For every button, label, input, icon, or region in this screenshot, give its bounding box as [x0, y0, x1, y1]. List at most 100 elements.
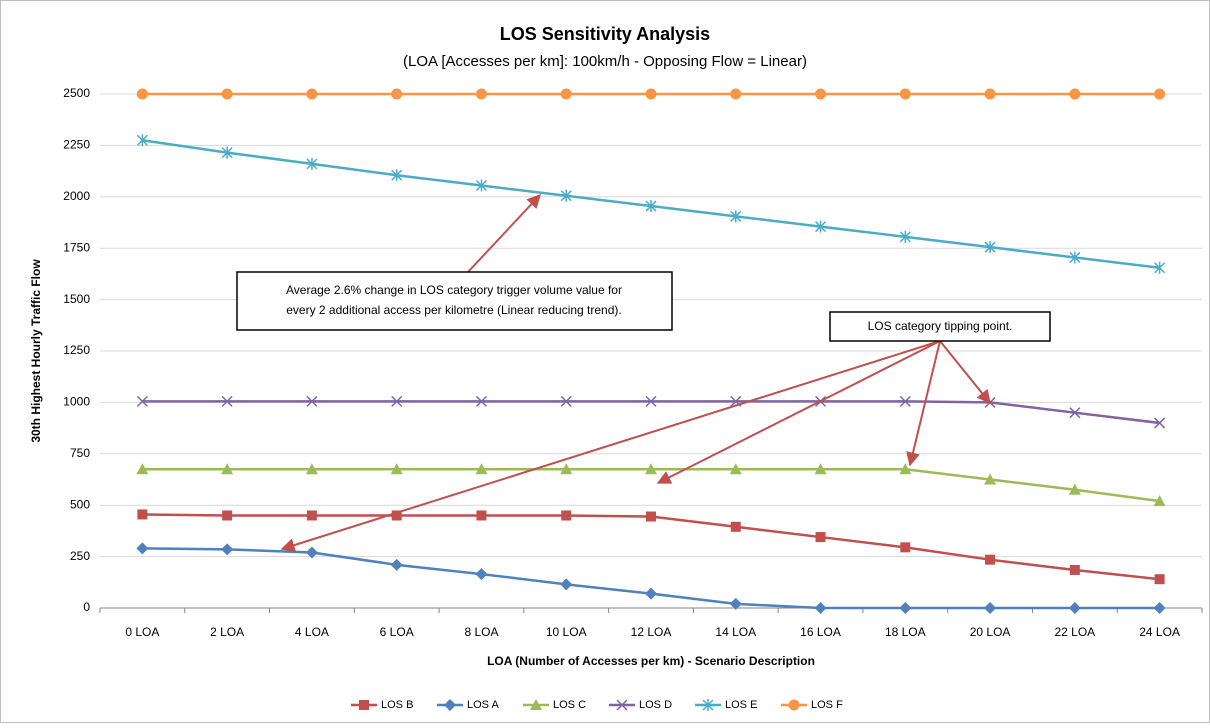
y-tick-label: 750: [70, 446, 90, 460]
marker: [645, 463, 657, 475]
marker: [900, 542, 911, 553]
chart-title: LOS Sensitivity Analysis: [500, 24, 710, 44]
marker: [985, 554, 996, 565]
y-tick-label: 1250: [63, 343, 90, 357]
marker: [730, 521, 741, 532]
marker: [390, 463, 403, 475]
marker: [1068, 602, 1081, 614]
marker: [476, 510, 487, 521]
marker: [306, 510, 317, 521]
marker: [560, 189, 572, 202]
marker: [530, 699, 542, 710]
annotation-box: [236, 271, 673, 331]
marker: [221, 463, 234, 475]
marker: [1154, 574, 1165, 585]
marker: [1069, 407, 1081, 419]
x-tick-label: 0 LOA: [125, 625, 159, 639]
marker: [560, 88, 572, 100]
x-tick-label: 22 LOA: [1054, 625, 1095, 639]
marker: [221, 543, 234, 556]
marker: [645, 88, 657, 100]
marker: [815, 220, 827, 233]
marker: [899, 88, 911, 100]
x-tick-label: 4 LOA: [295, 625, 329, 639]
marker: [475, 179, 487, 192]
marker: [730, 88, 742, 100]
marker: [136, 542, 149, 555]
annotation-arrow: [280, 340, 941, 552]
marker: [136, 463, 149, 475]
marker: [560, 463, 573, 475]
marker: [306, 157, 318, 170]
marker: [390, 558, 403, 571]
marker: [391, 395, 403, 407]
marker: [444, 699, 456, 711]
marker: [984, 88, 996, 100]
y-axis-label: 30th Highest Hourly Traffic Flow: [29, 259, 43, 443]
annotation-arrow: [656, 340, 941, 484]
x-tick-label: 14 LOA: [715, 625, 756, 639]
marker: [899, 395, 911, 407]
x-tick-label: 20 LOA: [970, 625, 1011, 639]
y-tick-label: 1000: [63, 395, 90, 409]
marker: [560, 578, 573, 591]
y-tick-label: 500: [70, 497, 90, 511]
annotations: Average 2.6% change in LOS category trig…: [236, 193, 1051, 552]
marker: [1154, 261, 1166, 274]
x-tick-label: 18 LOA: [885, 625, 926, 639]
y-tick-label: 1500: [63, 292, 90, 306]
marker: [1068, 483, 1081, 495]
marker: [899, 602, 912, 614]
marker: [646, 511, 656, 522]
marker: [1069, 564, 1080, 575]
y-tick-label: 2000: [63, 189, 90, 203]
chart-subtitle: (LOA [Accesses per km]: 100km/h - Opposi…: [403, 53, 807, 70]
x-tick-label: 6 LOA: [380, 625, 414, 639]
marker: [136, 88, 148, 100]
annotation-arrow: [939, 340, 991, 405]
marker: [815, 532, 826, 543]
legend-label: LOS B: [381, 699, 413, 711]
marker: [729, 597, 742, 610]
marker: [136, 395, 148, 407]
y-tick-label: 0: [83, 600, 90, 614]
y-tick-label: 250: [70, 549, 90, 563]
marker: [1154, 88, 1166, 100]
marker: [1153, 602, 1166, 614]
marker: [702, 699, 714, 711]
marker: [815, 88, 827, 100]
marker: [475, 395, 487, 407]
marker: [899, 230, 911, 243]
x-tick-label: 8 LOA: [464, 625, 498, 639]
marker: [645, 200, 657, 213]
annotation-arrow: [906, 340, 941, 467]
legend-label: LOS D: [639, 699, 672, 711]
legend-label: LOS A: [467, 699, 499, 711]
marker: [616, 699, 628, 711]
annotation-text: LOS category tipping point.: [868, 319, 1013, 333]
marker: [645, 587, 657, 600]
legend-label: LOS C: [553, 699, 586, 711]
x-axis-label: LOA (Number of Accesses per km) - Scenar…: [487, 654, 815, 668]
annotation-text: Average 2.6% change in LOS category trig…: [286, 283, 622, 297]
marker: [391, 169, 403, 182]
x-tick-label: 2 LOA: [210, 625, 244, 639]
legend-label: LOS F: [811, 699, 843, 711]
marker: [475, 568, 488, 581]
marker: [1069, 251, 1081, 264]
marker: [391, 88, 403, 100]
marker: [221, 395, 233, 407]
marker: [306, 88, 318, 100]
marker: [645, 395, 657, 407]
x-tick-label: 10 LOA: [546, 625, 587, 639]
marker: [1069, 88, 1081, 100]
marker: [814, 463, 827, 475]
marker: [561, 510, 572, 521]
marker: [730, 210, 742, 223]
x-tick-label: 16 LOA: [800, 625, 841, 639]
marker: [222, 510, 233, 521]
marker: [305, 546, 318, 559]
x-tick-label: 24 LOA: [1139, 625, 1180, 639]
